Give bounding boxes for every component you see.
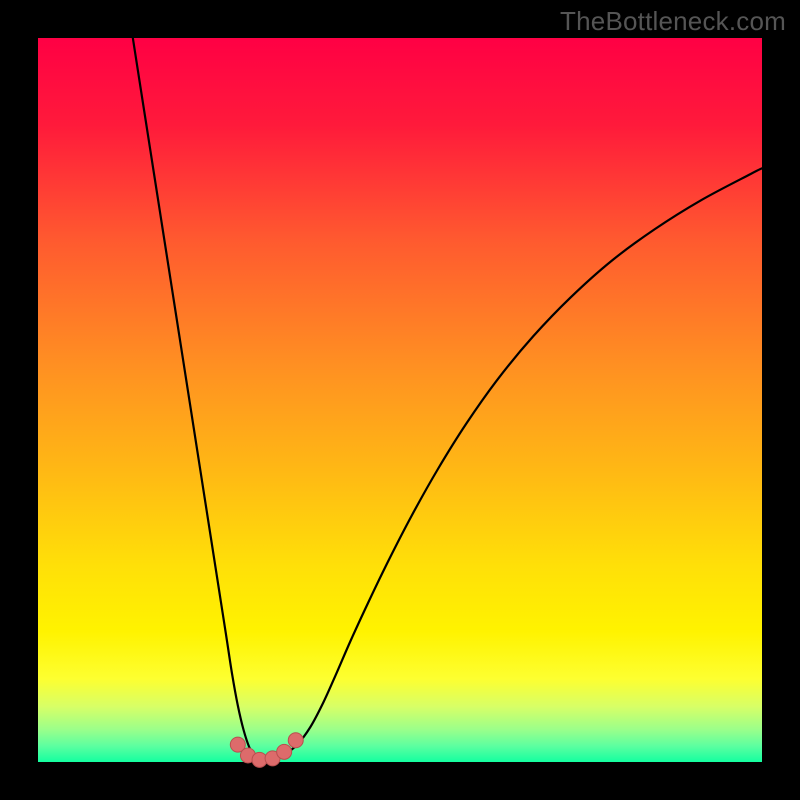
- bottleneck-chart-svg: [0, 0, 800, 800]
- watermark-text: TheBottleneck.com: [560, 6, 786, 37]
- plot-background: [38, 38, 762, 762]
- marker-dot: [288, 733, 303, 748]
- chart-frame: TheBottleneck.com: [0, 0, 800, 800]
- marker-dot: [277, 744, 292, 759]
